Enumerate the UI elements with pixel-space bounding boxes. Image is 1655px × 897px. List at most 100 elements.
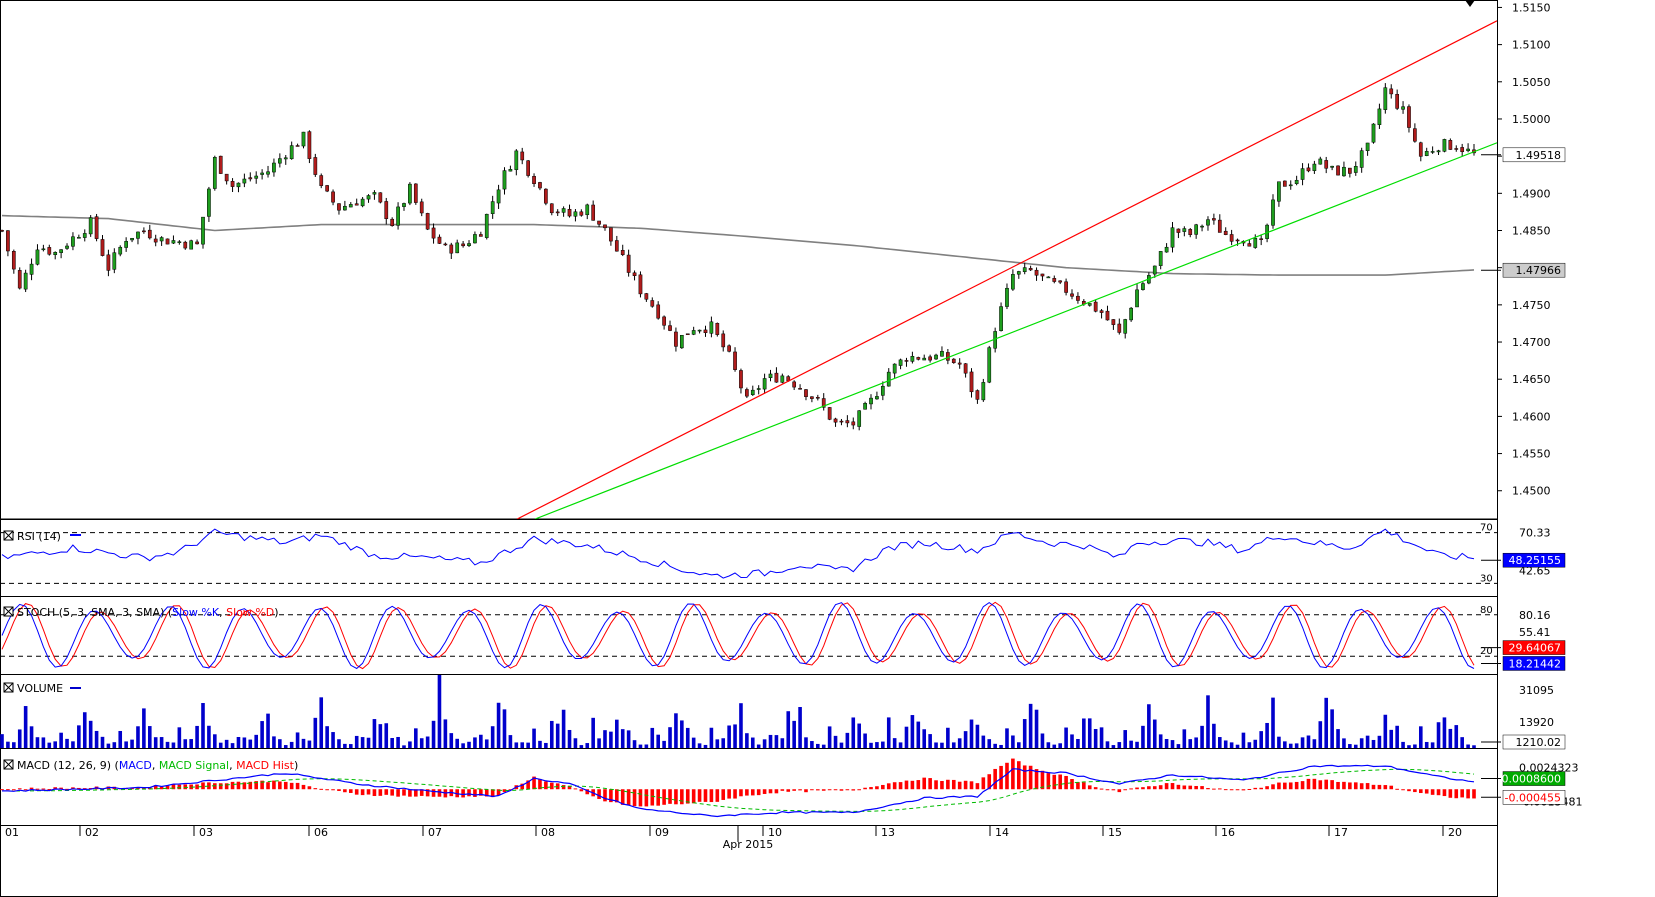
candle-body	[579, 211, 584, 216]
volume-bar	[1359, 738, 1364, 748]
stoch-close-icon[interactable]	[3, 606, 14, 617]
candle-body	[821, 398, 826, 408]
volume-bar	[41, 737, 46, 748]
volume-bar	[508, 735, 513, 748]
volume-bar	[715, 739, 720, 748]
volume-bar	[703, 744, 708, 748]
scroll-marker-icon[interactable]	[1465, 0, 1475, 7]
macd-hist-bar	[620, 789, 625, 805]
macd-hist-bar	[419, 789, 424, 796]
macd-hist-bar	[1046, 773, 1051, 790]
volume-bar	[833, 735, 838, 748]
volume-bar	[100, 736, 105, 748]
macd-hist-bar	[1277, 782, 1281, 790]
candle-body	[1318, 158, 1323, 165]
candle-body	[183, 241, 188, 249]
candle-body	[1407, 106, 1411, 128]
volume-bar	[1052, 744, 1057, 748]
candle-body	[159, 237, 164, 242]
macd-hist-bar	[981, 777, 986, 790]
macd-hist-bar	[307, 786, 312, 790]
macd-value-text: 0.0008600	[1502, 773, 1562, 786]
candle-body	[963, 363, 968, 374]
candle-body	[1152, 265, 1157, 275]
volume-bar	[609, 731, 613, 748]
macd-hist-bar	[886, 783, 891, 790]
macd-hist-bar	[810, 789, 814, 791]
candle-body	[1389, 88, 1394, 95]
volume-bar	[147, 726, 152, 748]
volume-bar	[626, 730, 631, 748]
volume-bar	[0, 734, 4, 748]
volume-bar	[685, 727, 690, 748]
volume-bar	[1158, 734, 1163, 748]
macd-hist-bar	[609, 789, 613, 803]
rsi-close-icon[interactable]	[3, 530, 14, 541]
volume-bar	[1105, 741, 1110, 748]
candle-body	[366, 195, 371, 200]
candle-body	[88, 217, 93, 235]
volume-bar	[47, 742, 52, 748]
volume-bar	[366, 737, 371, 748]
volume-bar	[414, 728, 418, 748]
stoch-axis-label: 80.16	[1519, 609, 1551, 622]
candle-body	[538, 182, 542, 189]
volume-bar	[1288, 743, 1293, 748]
macd-hist-bar	[414, 789, 418, 797]
price-panel	[0, 0, 1498, 520]
macd-close-icon[interactable]	[3, 759, 14, 770]
volume-bar	[1271, 697, 1275, 748]
candles	[0, 83, 1476, 431]
macd-hist-bar	[561, 785, 566, 790]
macd-hist-bar	[437, 789, 442, 797]
volume-bar	[1152, 719, 1157, 748]
macd-hist-bar	[963, 780, 968, 790]
volume-bar	[1336, 729, 1340, 748]
rsi-header: RSI (14)	[3, 530, 81, 543]
macd-hist-bar	[1472, 789, 1476, 799]
candle-body	[1117, 323, 1122, 333]
stoch-d-value-box	[1502, 640, 1566, 655]
candle-body	[674, 331, 678, 347]
macd-title-line: MACD (12, 26, 9) (MACD, MACD Signal, MAC…	[17, 759, 298, 772]
candle-body	[77, 237, 81, 239]
candle-body	[709, 321, 714, 334]
macd-hist-bar	[1424, 789, 1429, 794]
macd-hist-bar	[496, 789, 501, 796]
candle-body	[130, 237, 134, 241]
candle-body	[396, 206, 400, 226]
macd-hist-bar	[733, 789, 737, 799]
macd-hist-bar	[425, 789, 430, 797]
volume-close-icon[interactable]	[3, 682, 14, 693]
volume-value-box	[1502, 734, 1566, 750]
candle-body	[1253, 238, 1258, 248]
macd-hist-bar	[348, 789, 353, 793]
candle-body	[260, 172, 264, 175]
macd-label: MACD	[119, 759, 152, 772]
stoch-level-label: 20	[1480, 646, 1493, 657]
candle-body	[455, 242, 460, 254]
macd-hist-bar	[278, 781, 282, 790]
candle-body	[750, 389, 755, 395]
volume-bar	[916, 721, 921, 748]
candle-body	[147, 229, 152, 239]
volume-bar	[1200, 725, 1204, 748]
macd-hist-bar	[331, 789, 335, 791]
volume-bar	[177, 727, 182, 748]
candle-body	[254, 175, 259, 179]
macd-hist-bar	[910, 780, 915, 790]
candle-body	[715, 323, 720, 335]
volume-bar	[1223, 740, 1228, 748]
price-tick-label: 1.4500	[1512, 485, 1551, 498]
candle-body	[236, 182, 241, 188]
volume-bar	[727, 725, 731, 748]
macd-hist-bar	[1005, 762, 1009, 790]
macd-axis-label: 0.0024323	[1519, 761, 1579, 774]
macd-hist-bar	[390, 789, 394, 796]
candle-body	[390, 218, 395, 226]
macd-hist-bar	[1383, 785, 1388, 790]
macd-hist-bar	[573, 788, 578, 790]
candle-body	[975, 390, 980, 400]
candle-body	[354, 203, 359, 206]
macd-hist-bar	[23, 789, 28, 791]
